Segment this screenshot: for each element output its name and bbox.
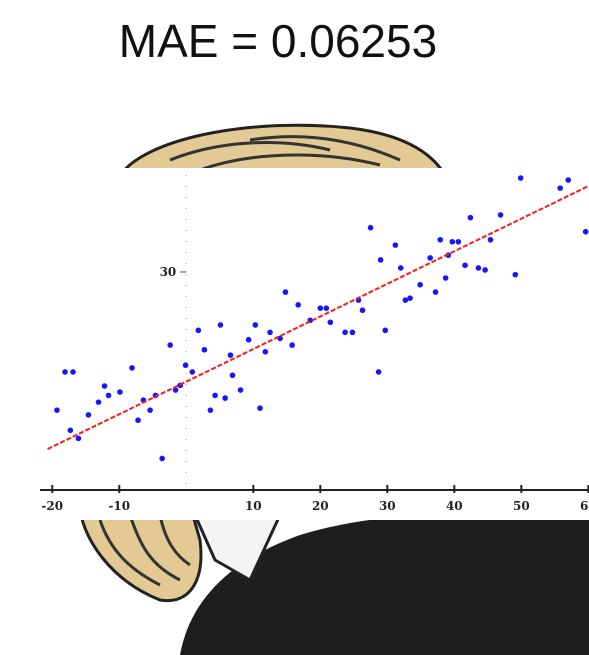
point — [135, 417, 141, 424]
point — [462, 262, 468, 269]
point — [327, 319, 334, 326]
point — [582, 228, 589, 235]
point — [427, 255, 433, 261]
point — [467, 214, 474, 221]
point — [359, 307, 366, 314]
point — [377, 257, 384, 263]
point — [245, 336, 252, 343]
point — [282, 289, 289, 295]
point — [397, 265, 404, 271]
point — [129, 365, 135, 371]
suit — [180, 500, 589, 655]
point — [349, 329, 356, 336]
x-tick-label: 60 — [580, 499, 589, 513]
point — [382, 327, 389, 334]
point — [189, 369, 196, 375]
point — [222, 395, 228, 401]
title: MAE = 0.06253 — [119, 15, 437, 67]
point — [167, 342, 174, 348]
x-tick-label: 30 — [379, 499, 396, 513]
x-tick-label: 50 — [513, 499, 530, 513]
point — [201, 346, 208, 353]
hair-strands — [169, 135, 401, 172]
x-tick-label: 10 — [245, 499, 262, 513]
point — [482, 267, 488, 273]
fit-line — [47, 185, 589, 450]
point — [54, 407, 60, 413]
point — [517, 175, 524, 181]
point — [512, 271, 519, 278]
point — [487, 236, 494, 243]
point — [62, 369, 68, 375]
point — [565, 177, 572, 183]
point — [455, 238, 462, 245]
point — [432, 289, 439, 295]
point — [475, 265, 482, 271]
point — [267, 329, 273, 336]
point — [101, 383, 108, 389]
point — [407, 295, 413, 301]
point — [289, 342, 295, 348]
point — [375, 369, 382, 375]
point — [237, 387, 244, 393]
hair — [116, 123, 448, 177]
point — [367, 224, 374, 231]
x-tick-label: 40 — [446, 499, 463, 513]
y-tick-label: 30 — [160, 265, 177, 279]
point — [229, 372, 236, 379]
point — [212, 392, 218, 399]
point — [227, 352, 234, 358]
point — [159, 455, 165, 462]
point — [437, 236, 444, 243]
point — [105, 392, 112, 399]
x-tick-label: -20 — [41, 499, 63, 513]
x-tick-label: 20 — [312, 499, 329, 513]
point — [207, 407, 214, 413]
point — [182, 362, 189, 369]
point — [85, 412, 92, 418]
point — [317, 305, 324, 311]
point — [172, 387, 179, 393]
point — [195, 327, 202, 334]
point — [342, 329, 348, 336]
point — [217, 322, 224, 328]
point — [295, 302, 301, 308]
point — [67, 427, 74, 434]
point — [497, 212, 504, 218]
point — [442, 275, 449, 281]
point — [117, 389, 123, 395]
point — [70, 369, 76, 375]
point — [557, 185, 563, 191]
point — [417, 281, 423, 288]
point — [257, 405, 263, 411]
point — [323, 305, 330, 311]
point — [262, 349, 269, 355]
point — [449, 238, 456, 245]
hair-back-strands — [98, 514, 191, 587]
point — [252, 322, 259, 328]
x-tick-label: -10 — [108, 499, 130, 513]
point — [392, 242, 399, 248]
point — [75, 435, 82, 442]
point — [147, 407, 153, 413]
point — [402, 297, 409, 303]
point — [95, 399, 102, 405]
hair-back — [78, 503, 203, 603]
